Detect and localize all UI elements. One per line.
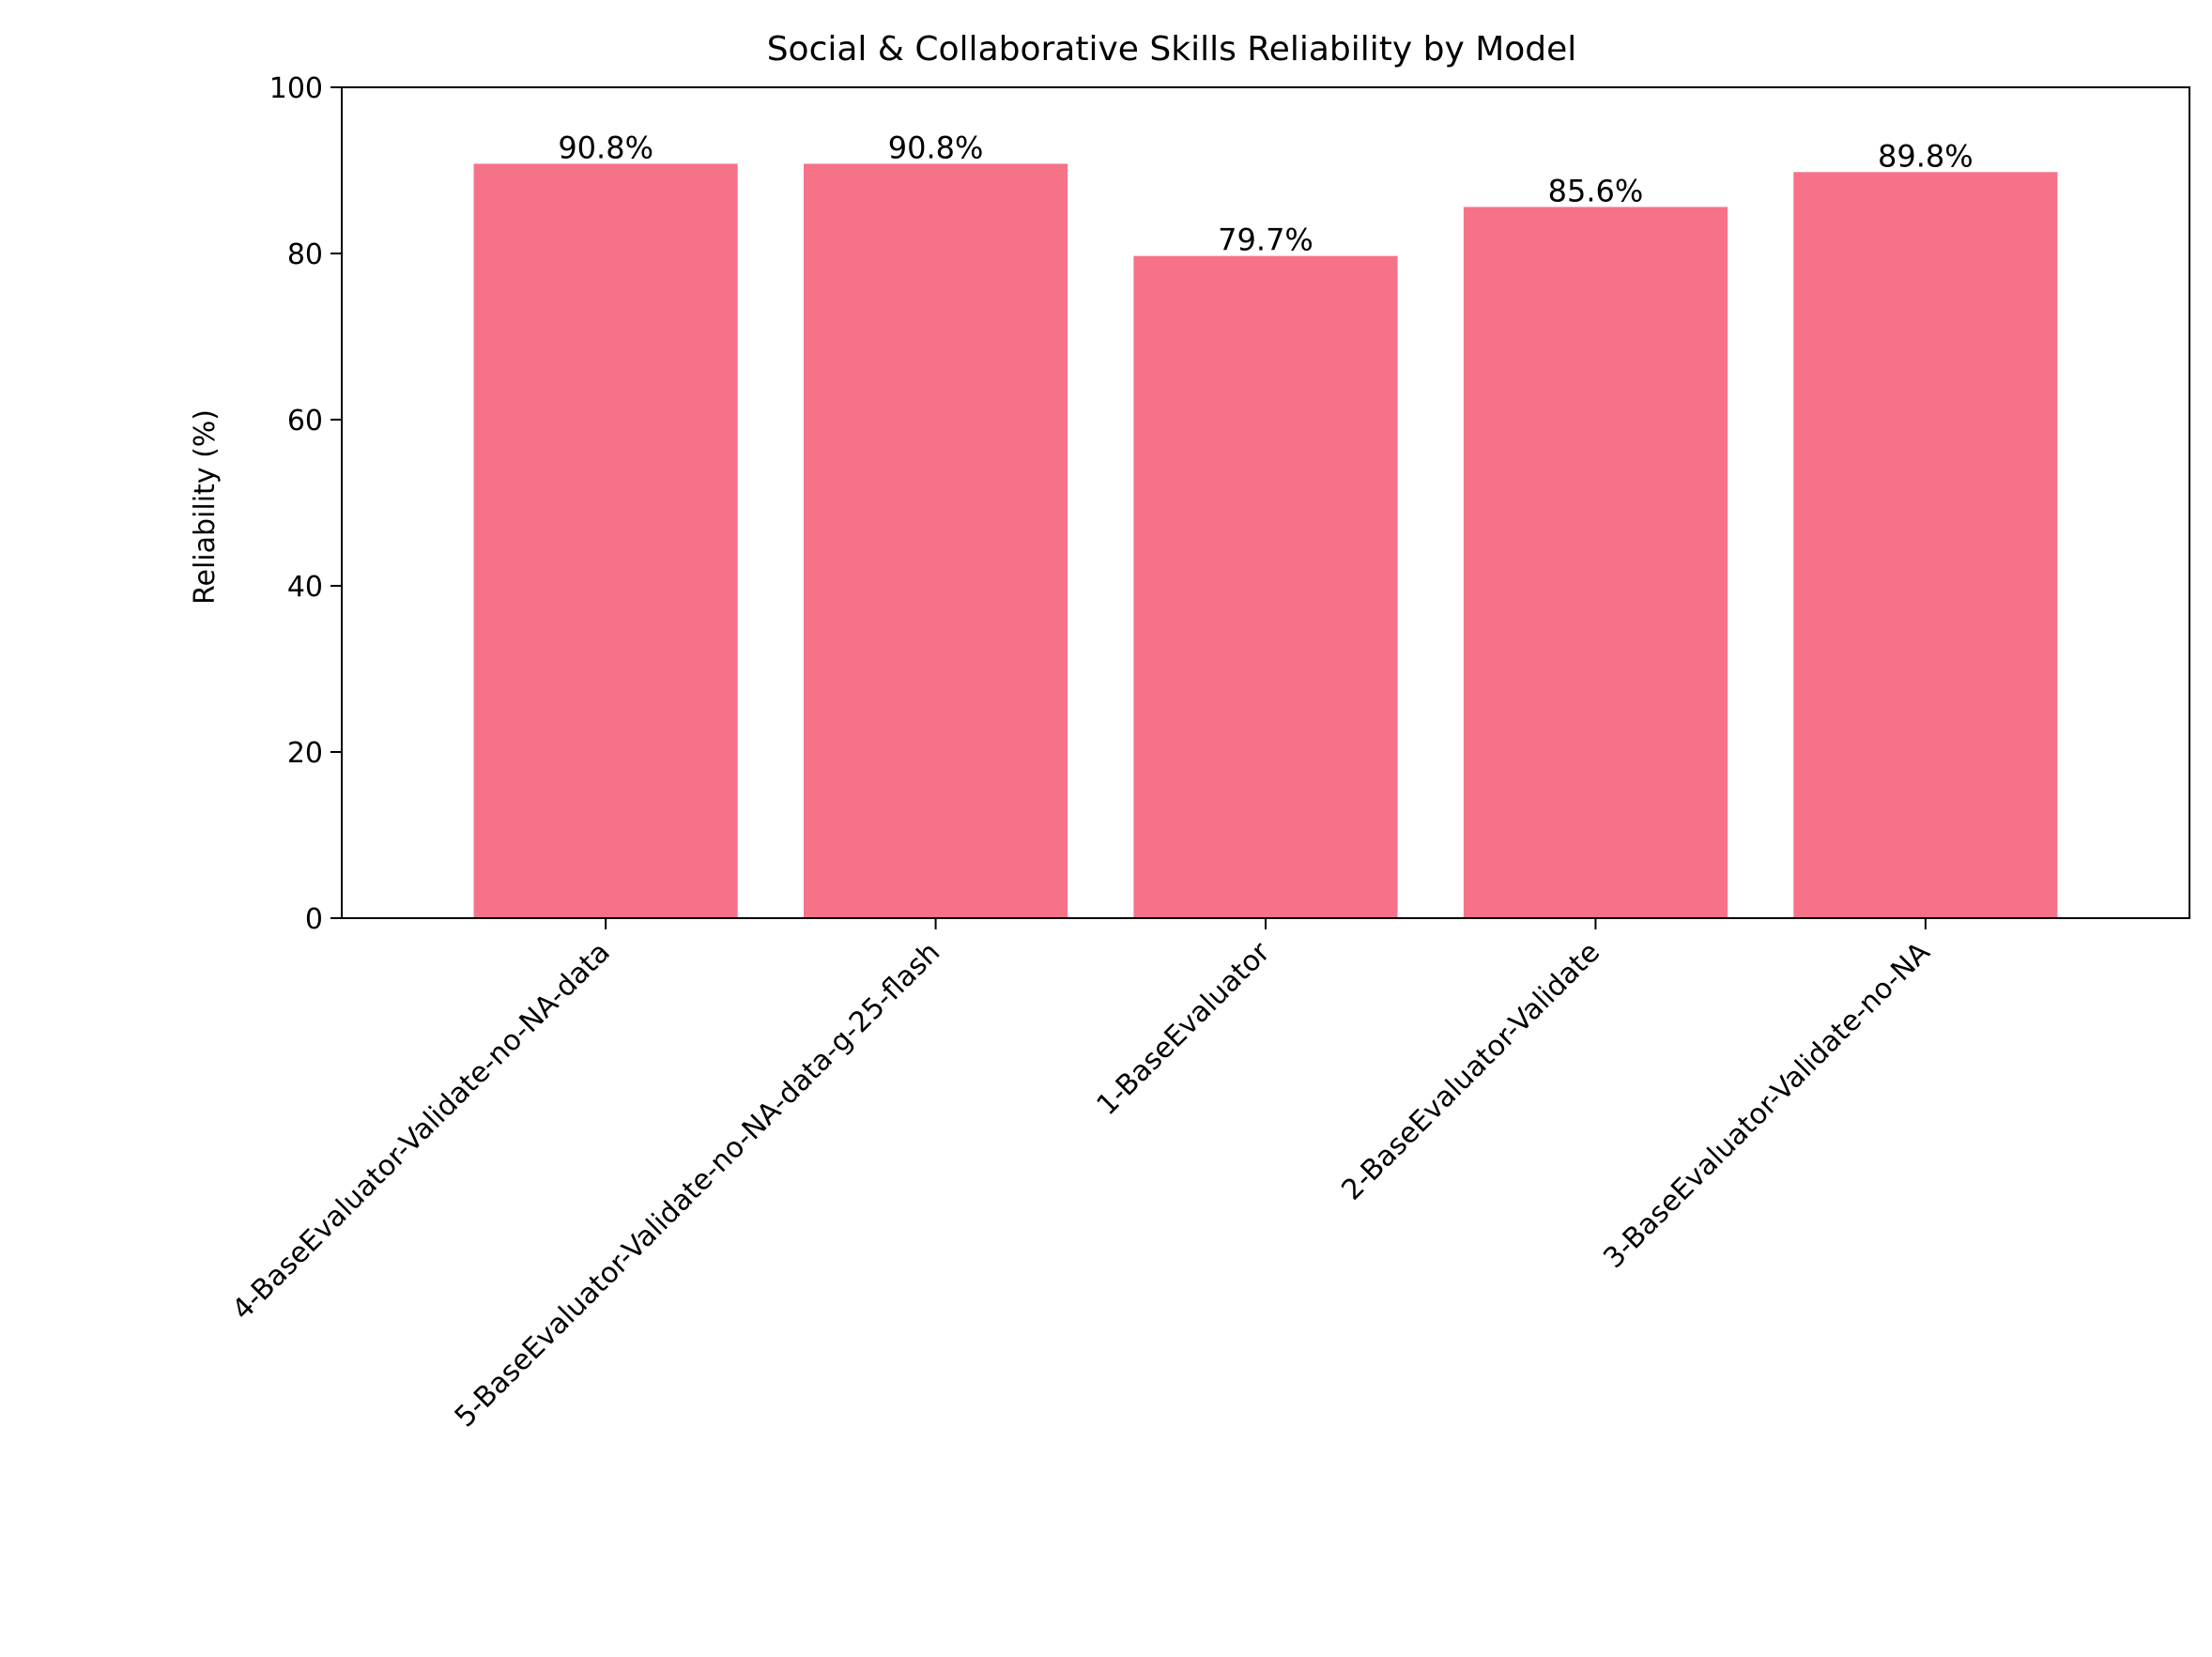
bar-value-label-4: 85.6% bbox=[1548, 173, 1644, 208]
bar-value-label-5: 89.8% bbox=[1878, 138, 1974, 174]
y-tick-label-40: 40 bbox=[287, 571, 323, 604]
bar-1 bbox=[473, 163, 738, 919]
bar-2 bbox=[804, 163, 1068, 919]
bar-value-label-2: 90.8% bbox=[888, 130, 984, 165]
y-axis-ticks: 0 20 40 60 80 100 bbox=[269, 72, 342, 936]
x-tick-label-1: 4-BaseEvaluator-Validate-no-NA-data bbox=[226, 936, 617, 1327]
y-tick-label-60: 60 bbox=[287, 405, 323, 437]
x-axis-ticks: 4-BaseEvaluator-Validate-no-NA-data5-Bas… bbox=[226, 918, 1937, 1434]
x-tick-label-3: 1-BaseEvaluator bbox=[1091, 935, 1278, 1122]
bar-3 bbox=[1133, 255, 1398, 918]
y-tick-label-20: 20 bbox=[287, 737, 323, 770]
x-tick-label-5: 3-BaseEvaluator-Validate-no-NA bbox=[1597, 936, 1936, 1275]
x-tick-label-4: 2-BaseEvaluator-Validate bbox=[1335, 936, 1606, 1207]
chart-title: Social & Collaborative Skills Reliabilit… bbox=[767, 30, 1577, 69]
bar-value-label-3: 79.7% bbox=[1218, 222, 1313, 258]
bars-group bbox=[473, 163, 2058, 919]
y-axis-label: Reliability (%) bbox=[189, 409, 222, 605]
y-tick-label-100: 100 bbox=[269, 72, 323, 105]
bar-value-label-1: 90.8% bbox=[558, 130, 653, 165]
plot-frame bbox=[341, 86, 2190, 919]
bar-4 bbox=[1463, 207, 1728, 918]
y-tick-label-0: 0 bbox=[305, 903, 323, 936]
bar-5 bbox=[1793, 172, 2058, 918]
y-tick-label-80: 80 bbox=[287, 238, 323, 271]
data-labels-group: 90.8% 90.8% 79.7% 85.6% 89.8% bbox=[558, 130, 1973, 257]
